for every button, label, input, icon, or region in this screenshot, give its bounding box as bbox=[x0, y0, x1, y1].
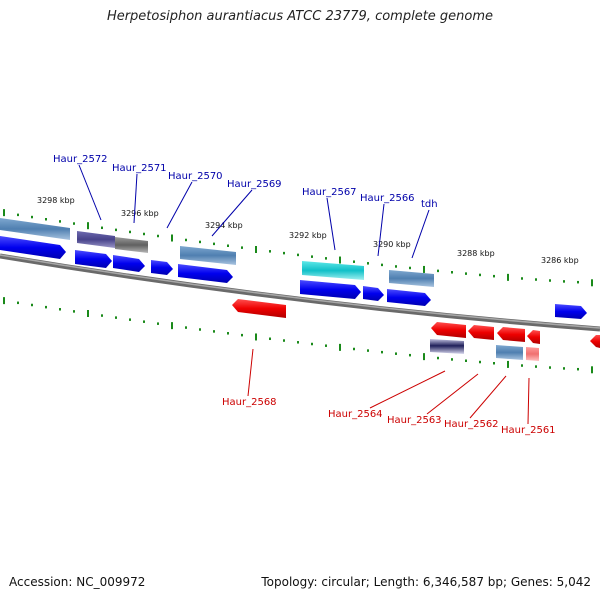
reverse-genes bbox=[232, 299, 600, 348]
gene-arrow-forward bbox=[0, 236, 66, 259]
genome-backbone bbox=[0, 253, 600, 332]
gene-label-haur-2562: Haur_2562 bbox=[444, 419, 499, 430]
leader-line bbox=[527, 377, 530, 425]
gene-arrow-reverse bbox=[590, 335, 600, 348]
leader-line bbox=[247, 348, 254, 397]
scale-label-3294: 3294 kbp bbox=[205, 221, 243, 230]
annotation-block-navy bbox=[430, 339, 464, 354]
gene-label-haur-2564: Haur_2564 bbox=[328, 409, 383, 420]
lower-scale-ticks bbox=[3, 297, 593, 374]
scale-label-3290: 3290 kbp bbox=[373, 240, 411, 249]
gene-label-tdh: tdh bbox=[421, 199, 438, 210]
annotation-block-purple bbox=[77, 231, 115, 248]
gene-arrow-forward bbox=[363, 286, 384, 301]
genome-backbone-highlight bbox=[0, 254, 600, 329]
gene-arrow-forward bbox=[300, 280, 361, 299]
annotation-block-steel bbox=[389, 270, 434, 287]
gene-label-haur-2568: Haur_2568 bbox=[222, 397, 277, 408]
gene-arrow-forward bbox=[555, 304, 587, 319]
accession-text: Accession: NC_009972 bbox=[9, 575, 146, 589]
gene-arrow-reverse bbox=[232, 299, 286, 318]
leader-line bbox=[426, 373, 479, 415]
gene-label-haur-2561: Haur_2561 bbox=[501, 425, 556, 436]
annotation-block-cyan bbox=[302, 261, 364, 280]
scale-label-3298: 3298 kbp bbox=[37, 196, 75, 205]
annotation-block-steel bbox=[180, 246, 236, 265]
gene-arrow-reverse bbox=[497, 327, 525, 342]
leader-line bbox=[166, 181, 193, 229]
leader-line bbox=[326, 197, 336, 251]
gene-label-haur-2569: Haur_2569 bbox=[227, 179, 282, 190]
leader-line bbox=[411, 209, 430, 259]
scale-label-3296: 3296 kbp bbox=[121, 209, 159, 218]
gene-arrow-reverse bbox=[527, 330, 540, 344]
annotation-block-steel bbox=[496, 345, 523, 360]
gene-arrow-reverse bbox=[468, 325, 494, 340]
gene-arrow-forward bbox=[178, 264, 233, 283]
gene-arrow-forward bbox=[387, 289, 431, 306]
leader-line bbox=[78, 164, 102, 221]
gene-arrow-forward bbox=[151, 260, 173, 275]
gene-label-haur-2567: Haur_2567 bbox=[302, 187, 357, 198]
annotation-block-steel bbox=[0, 218, 70, 240]
scale-label-3292: 3292 kbp bbox=[289, 231, 327, 240]
leader-line bbox=[211, 189, 253, 237]
genome-summary-text: Topology: circular; Length: 6,346,587 bp… bbox=[261, 575, 591, 589]
gene-label-haur-2572: Haur_2572 bbox=[53, 154, 108, 165]
gene-arrow-forward bbox=[113, 255, 145, 272]
gene-label-haur-2571: Haur_2571 bbox=[112, 163, 167, 174]
leader-line bbox=[469, 375, 507, 419]
annotation-blocks bbox=[0, 218, 539, 361]
gene-label-haur-2563: Haur_2563 bbox=[387, 415, 442, 426]
annotation-block-pink bbox=[526, 347, 539, 361]
map-title: Herpetosiphon aurantiacus ATCC 23779, co… bbox=[106, 9, 494, 24]
gene-arrow-reverse bbox=[431, 322, 466, 338]
label-leader-lines bbox=[78, 164, 530, 425]
leader-line bbox=[377, 203, 385, 257]
upper-scale-ticks bbox=[3, 209, 593, 287]
gene-label-haur-2566: Haur_2566 bbox=[360, 193, 415, 204]
scale-label-3288: 3288 kbp bbox=[457, 249, 495, 258]
annotation-block-gray bbox=[115, 237, 148, 253]
forward-genes bbox=[0, 236, 587, 319]
gene-label-haur-2570: Haur_2570 bbox=[168, 171, 223, 182]
gene-arrow-forward bbox=[75, 250, 112, 268]
leader-line bbox=[133, 173, 138, 224]
scale-label-3286: 3286 kbp bbox=[541, 256, 579, 265]
leader-line bbox=[369, 370, 446, 409]
